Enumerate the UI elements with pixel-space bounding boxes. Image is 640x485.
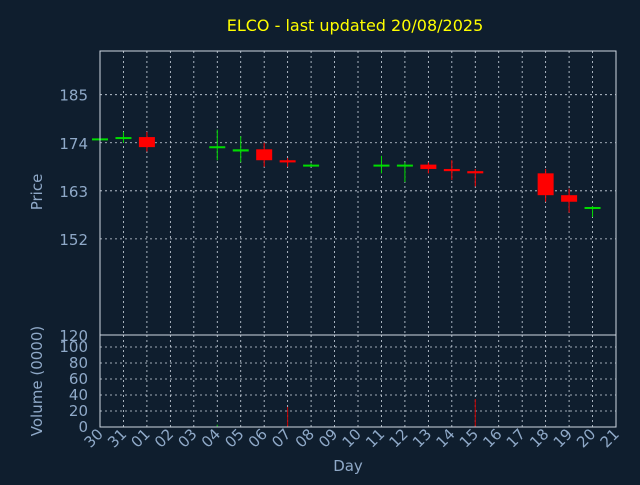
price-tick-label: 185	[59, 87, 88, 105]
price-tick-label: 152	[59, 231, 88, 249]
volume-tick-label: 20	[69, 402, 88, 420]
candle-body	[537, 173, 554, 196]
x-axis-label: Day	[333, 457, 363, 475]
volume-tick-label: 100	[59, 338, 88, 356]
candle-body	[256, 149, 273, 161]
price-tick-label: 120	[59, 327, 88, 345]
candle-body	[232, 149, 249, 152]
price-axis-label: Price	[28, 174, 46, 211]
candle-body	[115, 137, 132, 140]
volume-tick-label: 60	[69, 370, 88, 388]
price-tick-labels: 120 152 163 174 185	[59, 87, 88, 345]
volume-grid	[99, 335, 617, 428]
candle-body	[443, 168, 460, 172]
volume-tick-label: 40	[69, 386, 88, 404]
candle-body	[279, 160, 296, 163]
x-tick-labels: 3031010203040506070809101112131415161718…	[81, 425, 623, 451]
candle-body	[303, 164, 320, 167]
volume-tick-label: 80	[69, 354, 88, 372]
chart-title: ELCO - last updated 20/08/2025	[227, 16, 484, 35]
candle-body	[373, 164, 390, 167]
candle-body	[561, 195, 578, 202]
candle-body	[396, 164, 413, 167]
price-tick-label: 174	[59, 135, 88, 153]
candle-body	[209, 146, 226, 149]
volume-tick-label: 0	[78, 418, 88, 436]
volume-axis-label: Volume (0000)	[28, 326, 46, 436]
candle-body	[584, 206, 601, 209]
candle-body	[138, 137, 155, 148]
volume-plot-frame	[99, 334, 617, 428]
candle-body	[420, 164, 437, 169]
candle-body	[467, 171, 484, 174]
price-tick-label: 163	[59, 183, 88, 201]
